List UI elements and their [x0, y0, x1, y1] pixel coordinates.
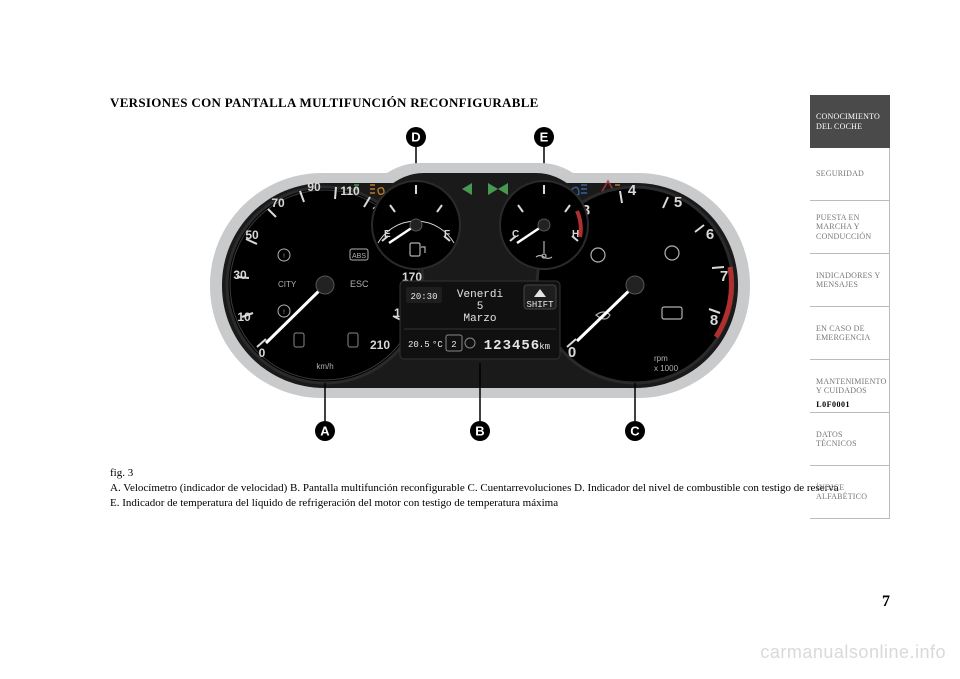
svg-text:7: 7 [720, 268, 728, 285]
svg-text:0: 0 [568, 344, 576, 361]
svg-text:D: D [411, 130, 420, 145]
svg-text:ESC: ESC [350, 279, 369, 289]
svg-text:SHIFT: SHIFT [526, 300, 554, 310]
svg-text:°C: °C [432, 340, 443, 350]
svg-text:20.5: 20.5 [408, 340, 430, 350]
tab-6: DATOS TÉCNICOS [810, 413, 890, 466]
svg-text:123456: 123456 [484, 338, 540, 354]
figure-caption: A. Velocímetro (indicador de velocidad) … [110, 481, 850, 511]
svg-text:Venerdi: Venerdi [457, 289, 504, 301]
svg-text:110: 110 [340, 184, 360, 198]
section-title: VERSIONES CON PANTALLA MULTIFUNCIÓN RECO… [110, 95, 850, 111]
svg-text:km: km [539, 342, 550, 352]
svg-text:5: 5 [477, 301, 484, 313]
svg-text:B: B [475, 424, 484, 439]
svg-text:5: 5 [674, 194, 682, 211]
svg-text:10: 10 [237, 310, 251, 324]
svg-text:CITY: CITY [278, 280, 297, 289]
lcd-display: 20:30 Venerdi 5 Marzo SHIFT 20.5 °C 2 12… [400, 281, 560, 359]
svg-text:6: 6 [706, 226, 714, 243]
tab-0: CONOCIMIENTO DEL COCHE [810, 95, 890, 148]
svg-text:30: 30 [233, 268, 247, 282]
svg-text:50: 50 [245, 228, 259, 242]
fuel-gauge: E F [372, 181, 460, 269]
tab-1: SEGURIDAD [810, 148, 890, 201]
tab-5: MANTENIMIENTO Y CUIDADOS [810, 360, 890, 413]
svg-text:ABS: ABS [352, 253, 366, 260]
svg-text:210: 210 [370, 338, 390, 352]
temp-gauge: C H [500, 181, 588, 269]
svg-text:Marzo: Marzo [463, 313, 496, 325]
watermark: carmanualsonline.info [760, 642, 946, 663]
svg-text:rpm: rpm [654, 354, 668, 363]
svg-text:20:30: 20:30 [410, 292, 437, 302]
svg-text:90: 90 [307, 180, 321, 194]
svg-text:km/h: km/h [316, 362, 333, 371]
svg-text:0: 0 [259, 346, 266, 360]
tab-3: INDICADORES Y MENSAJES [810, 254, 890, 307]
section-tabs: CONOCIMIENTO DEL COCHESEGURIDADPUESTA EN… [810, 95, 890, 519]
svg-text:8: 8 [710, 312, 718, 329]
svg-text:2: 2 [451, 340, 456, 350]
page-number: 7 [882, 593, 890, 611]
instrument-cluster-figure: D E [200, 125, 760, 455]
figure-label: fig. 3 [110, 467, 850, 479]
svg-text:4: 4 [628, 182, 637, 199]
svg-text:E: E [540, 130, 549, 145]
svg-text:C: C [630, 424, 640, 439]
svg-text:A: A [320, 424, 330, 439]
tab-7: ÍNDICE ALFABÉTICO [810, 466, 890, 519]
tab-4: EN CASO DE EMERGENCIA [810, 307, 890, 360]
svg-text:x 1000: x 1000 [654, 364, 679, 373]
tab-2: PUESTA EN MARCHA Y CONDUCCIÓN [810, 201, 890, 254]
svg-text:70: 70 [271, 196, 285, 210]
